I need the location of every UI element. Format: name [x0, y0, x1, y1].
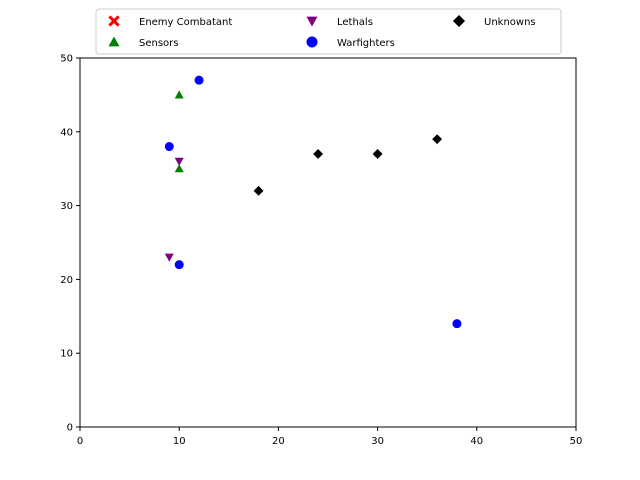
y-tick-label: 50 — [60, 54, 73, 65]
data-point — [174, 90, 184, 99]
legend-marker — [306, 36, 318, 48]
x-tick-label: 10 — [173, 436, 186, 447]
data-point — [432, 134, 443, 145]
data-point — [313, 148, 324, 159]
y-tick-label: 0 — [67, 423, 73, 434]
legend-label: Enemy Combatant — [139, 17, 232, 28]
x-tick-label: 0 — [77, 436, 83, 447]
legend-marker — [108, 15, 120, 27]
y-tick-label: 30 — [60, 201, 73, 212]
axis-ticks: 0 10 20 30 40 50 0 10 20 30 40 50 — [60, 54, 582, 448]
legend-item: Unknowns — [452, 14, 536, 28]
y-tick-label: 20 — [60, 275, 73, 286]
data-points — [164, 75, 462, 329]
series-warfighters — [164, 75, 462, 329]
plot-area — [79, 57, 577, 428]
y-tick-label: 40 — [60, 127, 73, 138]
legend-box — [95, 8, 562, 55]
legend-item: Warfighters — [306, 36, 395, 49]
data-point — [174, 157, 184, 166]
data-point — [194, 75, 204, 85]
x-tick-label: 50 — [570, 436, 583, 447]
legend-label: Lethals — [337, 17, 373, 28]
data-point — [164, 253, 174, 262]
legend-marker — [108, 36, 120, 47]
legend-label: Warfighters — [337, 38, 395, 49]
legend: Enemy Combatant Sensors Lethals Warfighters… — [95, 8, 562, 55]
legend-item: Sensors — [108, 36, 179, 49]
legend-label: Unknowns — [484, 17, 536, 28]
data-point — [174, 164, 184, 173]
x-tick-label: 30 — [371, 436, 384, 447]
data-point — [174, 260, 184, 270]
x-tick-label: 20 — [272, 436, 285, 447]
legend-item: Lethals — [306, 16, 373, 28]
legend-marker — [306, 16, 318, 27]
data-point — [164, 142, 174, 152]
plot-frame — [79, 57, 577, 428]
legend-marker — [452, 14, 466, 28]
legend-item: Enemy Combatant — [108, 15, 232, 28]
x-tick-label: 40 — [470, 436, 483, 447]
data-point — [372, 148, 383, 159]
data-point — [253, 185, 264, 196]
series-sensors — [174, 90, 184, 173]
series-lethals — [164, 157, 184, 262]
series-unknowns — [253, 134, 443, 196]
data-point — [452, 319, 462, 329]
y-tick-label: 10 — [60, 349, 73, 360]
legend-label: Sensors — [139, 38, 179, 49]
